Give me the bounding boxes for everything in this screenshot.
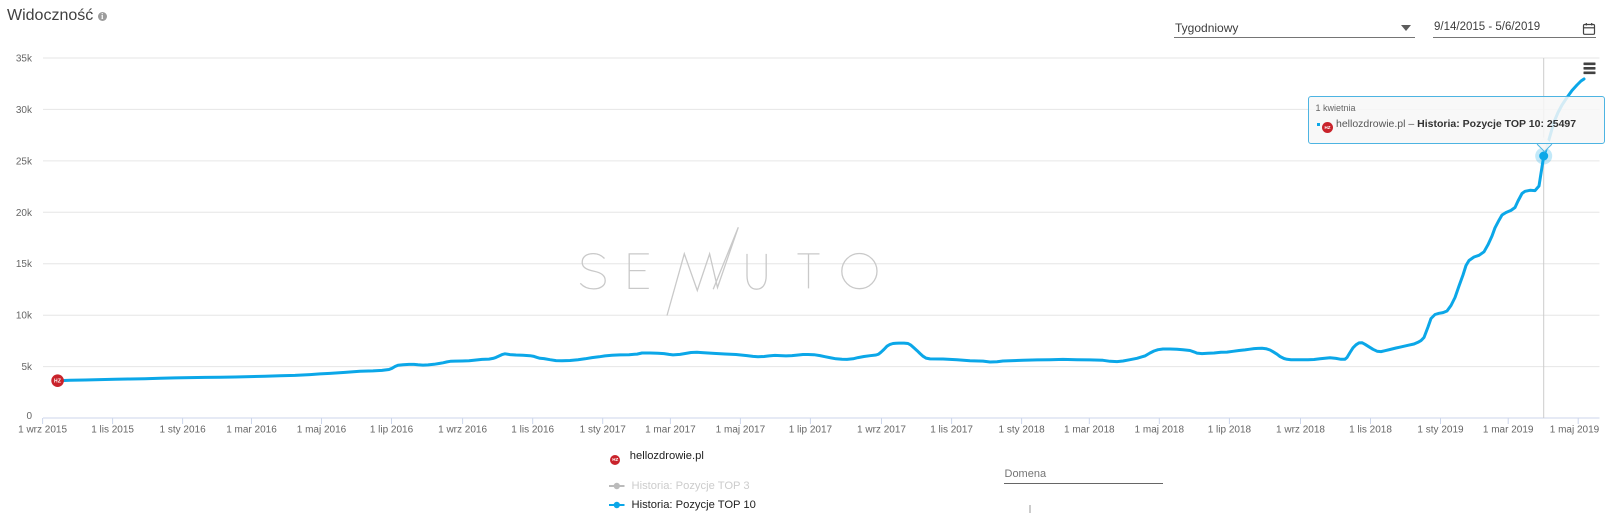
svg-text:1 lis 2016: 1 lis 2016 bbox=[511, 425, 554, 436]
svg-text:1 maj 2016: 1 maj 2016 bbox=[297, 425, 347, 436]
svg-text:1 wrz 2018: 1 wrz 2018 bbox=[1276, 425, 1325, 436]
svg-text:10k: 10k bbox=[16, 311, 33, 322]
svg-text:1 wrz 2015: 1 wrz 2015 bbox=[18, 425, 67, 436]
svg-text:35k: 35k bbox=[16, 54, 33, 65]
svg-text:15k: 15k bbox=[16, 259, 33, 270]
svg-text:1 mar 2019: 1 mar 2019 bbox=[1483, 425, 1534, 436]
svg-text:5k: 5k bbox=[21, 362, 33, 373]
svg-text:1 maj 2017: 1 maj 2017 bbox=[716, 425, 766, 436]
svg-text:1 sty 2016: 1 sty 2016 bbox=[160, 425, 207, 436]
svg-text:0: 0 bbox=[26, 411, 32, 422]
svg-text:1 sty 2019: 1 sty 2019 bbox=[1417, 425, 1464, 436]
svg-text:30k: 30k bbox=[16, 105, 33, 116]
svg-text:HZ: HZ bbox=[54, 379, 61, 385]
svg-text:25k: 25k bbox=[16, 156, 33, 167]
svg-text:1 sty 2017: 1 sty 2017 bbox=[580, 425, 627, 436]
svg-text:1 mar 2016: 1 mar 2016 bbox=[226, 425, 277, 436]
svg-text:1 lip 2017: 1 lip 2017 bbox=[789, 425, 833, 436]
svg-text:1 wrz 2016: 1 wrz 2016 bbox=[438, 425, 487, 436]
svg-text:1 lis 2015: 1 lis 2015 bbox=[91, 425, 134, 436]
svg-text:1 maj 2019: 1 maj 2019 bbox=[1550, 425, 1600, 436]
svg-text:1 mar 2017: 1 mar 2017 bbox=[645, 425, 696, 436]
svg-text:1 lis 2018: 1 lis 2018 bbox=[1349, 425, 1392, 436]
svg-text:1 mar 2018: 1 mar 2018 bbox=[1064, 425, 1115, 436]
svg-text:1 lip 2016: 1 lip 2016 bbox=[370, 425, 414, 436]
svg-text:1 sty 2018: 1 sty 2018 bbox=[999, 425, 1046, 436]
svg-text:1 maj 2018: 1 maj 2018 bbox=[1135, 425, 1185, 436]
svg-text:20k: 20k bbox=[16, 208, 33, 219]
svg-text:1 wrz 2017: 1 wrz 2017 bbox=[857, 425, 906, 436]
svg-text:1 lis 2017: 1 lis 2017 bbox=[930, 425, 973, 436]
svg-text:1 lip 2018: 1 lip 2018 bbox=[1208, 425, 1252, 436]
